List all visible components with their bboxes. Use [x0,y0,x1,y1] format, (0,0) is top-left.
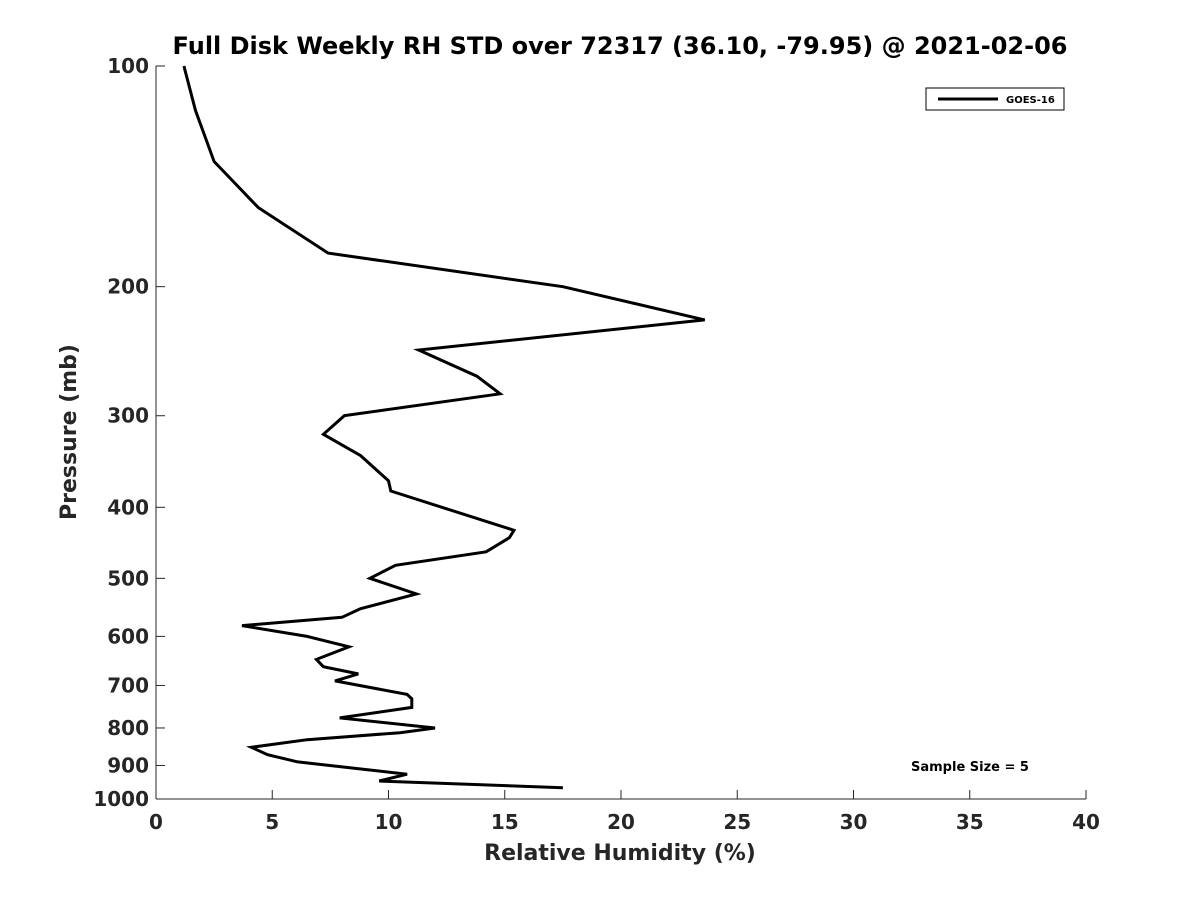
y-tick-label: 500 [107,566,149,590]
legend: GOES-16 [925,87,1065,111]
y-tick-label: 200 [107,275,149,299]
axes: 0 5 10 15 20 25 30 35 40 100 200 300 400 500 600 700 800… [93,54,1100,834]
x-tick-label: 40 [1072,810,1100,834]
x-axis-label: Relative Humidity (%) [484,841,756,866]
series-layer [182,65,706,790]
y-tick-label: 800 [107,716,149,740]
x-tick-label: 20 [607,810,635,834]
x-tick-label: 35 [956,810,984,834]
x-tick-label: 15 [491,810,519,834]
x-tick-label: 5 [265,810,279,834]
y-axis-label: Pressure (mb) [57,344,82,520]
y-tick-label: 1000 [93,787,149,811]
sample-size-annotation: Sample Size = 5 [911,760,1029,775]
y-tick-label: 900 [107,753,149,777]
chart-title: Full Disk Weekly RH STD over 72317 (36.1… [173,32,1068,60]
x-tick-label: 10 [375,810,403,834]
x-tick-label: 30 [840,810,868,834]
y-tick-label: 400 [107,495,149,519]
y-tick-label: 300 [107,404,149,428]
x-tick-label: 25 [723,810,751,834]
y-tick-label: 100 [107,54,149,78]
y-tick-label: 600 [107,624,149,648]
x-tick-label: 0 [149,810,163,834]
legend-label-goes16: GOES-16 [1006,95,1055,106]
y-tick-label: 700 [107,673,149,697]
series-line-goes16 [182,65,706,790]
